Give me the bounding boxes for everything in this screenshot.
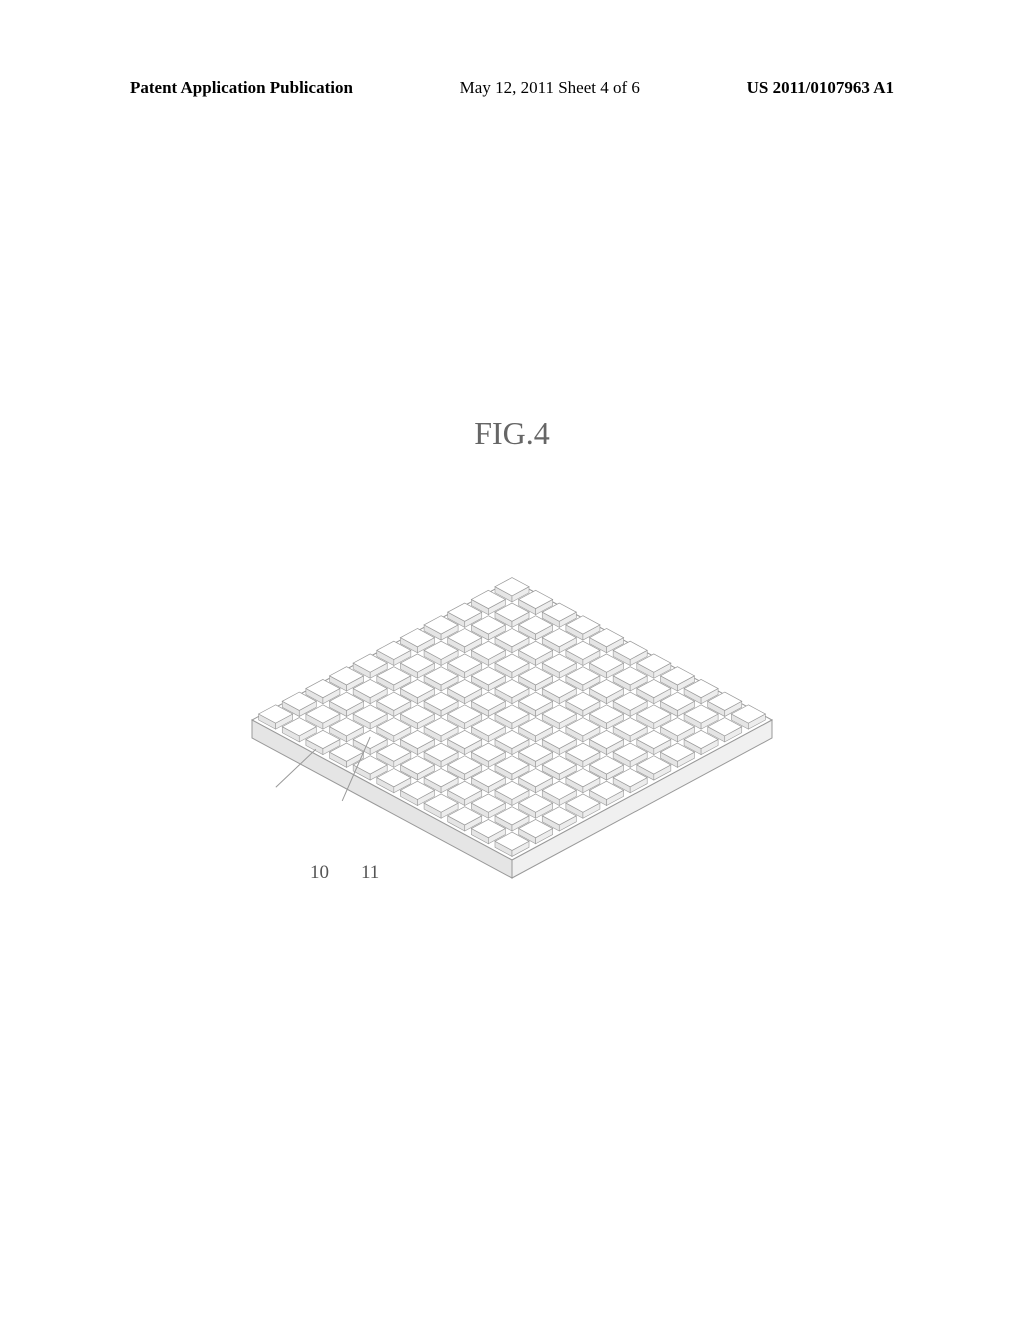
reference-labels: 10 11 (310, 862, 379, 884)
ref-label-element: 11 (361, 862, 379, 884)
ref-label-substrate: 10 (310, 862, 329, 884)
page-header: Patent Application Publication May 12, 2… (130, 78, 894, 98)
figure-label: FIG.4 (474, 415, 550, 452)
publication-number: US 2011/0107963 A1 (747, 78, 894, 98)
publication-date-sheet: May 12, 2011 Sheet 4 of 6 (460, 78, 640, 98)
publication-type: Patent Application Publication (130, 78, 353, 98)
